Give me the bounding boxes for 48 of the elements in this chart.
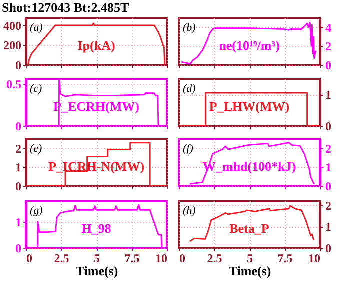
y-tick-label: 1 <box>326 88 332 102</box>
y-tick-label: 400 <box>4 18 22 33</box>
annotation: (f) <box>183 143 194 155</box>
annotation: (e) <box>30 143 43 155</box>
x-tick-label: 5 <box>94 252 100 266</box>
y-tick-label: 0 <box>326 242 332 256</box>
x-tick-label: 2.5 <box>207 252 222 266</box>
y-tick-label: 2 <box>326 198 332 213</box>
annotation: Beta_P <box>230 221 270 236</box>
y-tick-label: 1 <box>16 215 22 230</box>
x-tick-label: 2.5 <box>54 252 70 266</box>
x-tick-label: 0 <box>26 252 32 266</box>
y-tick-label: 0 <box>16 120 22 134</box>
x-tick-label: 5 <box>247 252 253 266</box>
line-series <box>181 22 316 65</box>
annotation: (a) <box>30 22 44 34</box>
y-tick-label: 0 <box>16 242 22 256</box>
y-tick-label: 0 <box>326 180 332 194</box>
y-tick-label: 2 <box>16 142 22 156</box>
y-tick-label: 0 <box>326 120 332 134</box>
y-tick-label: 0 <box>16 180 22 194</box>
annotation: (c) <box>30 83 43 95</box>
annotation: (d) <box>183 83 196 95</box>
annotation: ne(10¹⁹/m³) <box>219 38 280 54</box>
x-axis-title: Time(s) <box>76 264 118 278</box>
y-tick-label: 0 <box>16 58 22 72</box>
y-tick-label: 2 <box>326 142 332 156</box>
chart-title: Shot:127043 Bt:2.485T <box>2 0 130 15</box>
annotation: Ip(kA) <box>78 38 116 54</box>
y-tick-label: 1 <box>326 220 332 234</box>
x-axis-title: Time(s) <box>228 264 272 278</box>
y-tick-label: 2 <box>326 40 332 54</box>
x-tick-label: 0 <box>180 252 186 266</box>
x-tick-label: 7.5 <box>124 252 140 266</box>
x-tick-label: 7.5 <box>278 252 293 266</box>
y-tick-label: 200 <box>4 38 22 53</box>
y-tick-label: 1 <box>16 160 22 175</box>
annotation: P_LHW(MW) <box>209 99 290 114</box>
x-tick-label: 10 <box>308 252 320 266</box>
annotation: (b) <box>183 22 196 34</box>
annotation: H_98 <box>82 221 112 236</box>
y-tick-label: 0.5 <box>6 78 22 92</box>
y-tick-label: 1 <box>326 160 332 175</box>
y-tick-label: 4 <box>326 20 332 35</box>
annotation: (h) <box>183 205 196 217</box>
annotation: (g) <box>30 205 44 217</box>
x-tick-label: 10 <box>156 252 168 266</box>
y-tick-label: 0 <box>326 58 332 72</box>
